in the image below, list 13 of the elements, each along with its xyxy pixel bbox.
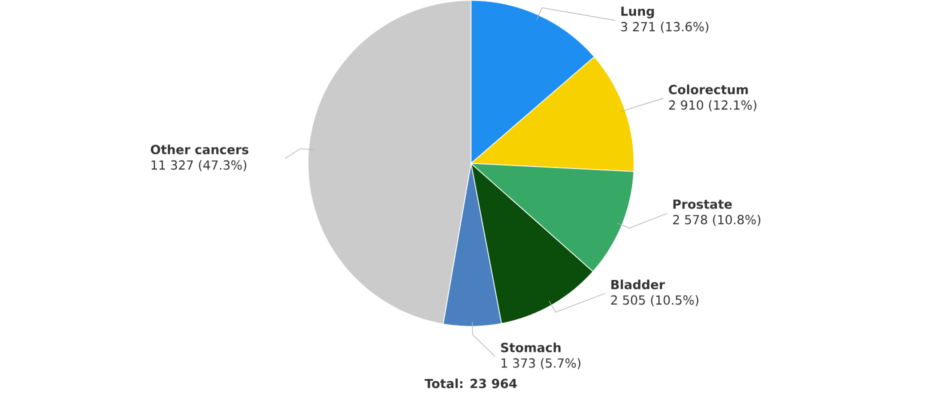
slice-label: Prostate (673, 199, 732, 209)
text: Total: 23 964 (424, 378, 517, 388)
data-label: 11 327 (47.3%) (152, 160, 246, 172)
slice-label: Other cancers (150, 144, 248, 154)
slice-label: Stomach (501, 342, 561, 352)
data-label: 2 910 (12.1%) (669, 100, 756, 112)
data-label: 1 373 (5.7%) (502, 358, 580, 370)
data-label: 3 271 (13.6%) (621, 22, 708, 33)
data-label: 2 578 (10.8%) (673, 214, 760, 226)
slice-label: Colorectum (668, 84, 748, 94)
data-label: 2 505 (10.5%) (611, 294, 698, 306)
slice-label: Bladder (611, 279, 665, 290)
slice-label: Lung (621, 6, 654, 18)
